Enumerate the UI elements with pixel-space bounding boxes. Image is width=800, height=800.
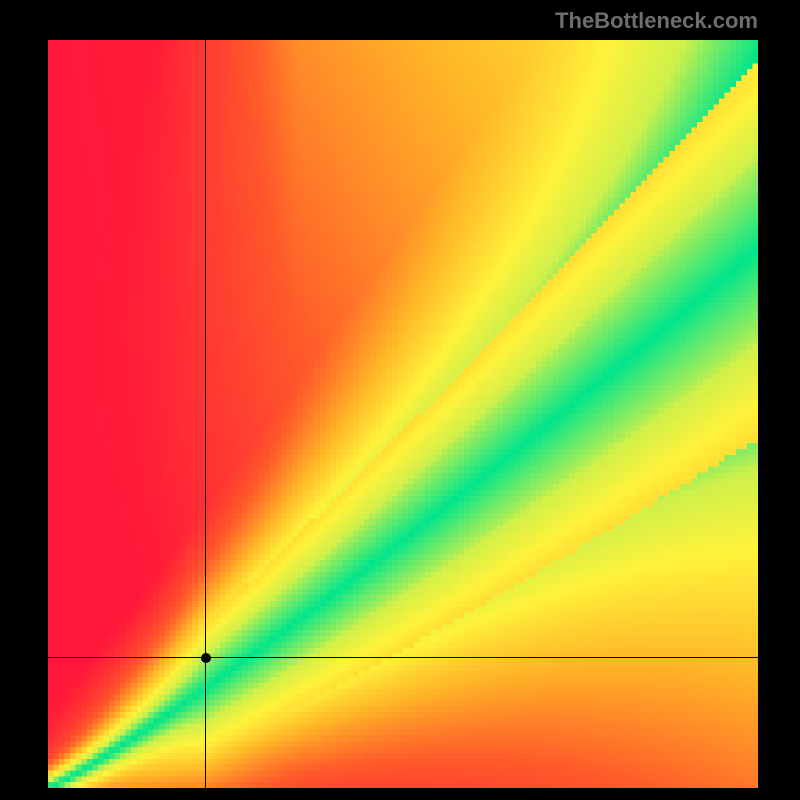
figure-container: TheBottleneck.com [0,0,800,800]
bottleneck-heatmap [48,40,758,788]
watermark-text: TheBottleneck.com [555,8,758,34]
